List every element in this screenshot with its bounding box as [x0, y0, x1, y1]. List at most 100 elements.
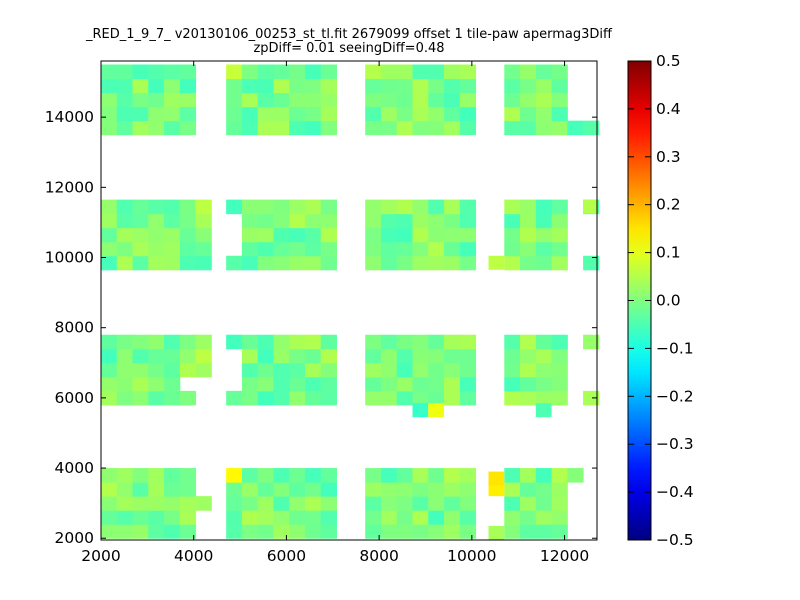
heatmap-cell: [380, 78, 398, 94]
heatmap-cell: [504, 468, 521, 483]
heatmap-cell: [132, 227, 149, 243]
heatmap-cell: [412, 92, 429, 108]
heatmap-cell: [412, 213, 429, 229]
heatmap-cell: [488, 471, 505, 486]
heatmap-cell: [148, 199, 165, 215]
heatmap-cell: [132, 496, 149, 511]
heatmap-cell: [428, 199, 445, 215]
heatmap-cell: [304, 78, 322, 94]
heatmap-cell: [444, 78, 461, 94]
heatmap-cell: [459, 120, 477, 136]
heatmap-cell: [273, 510, 290, 525]
heatmap-cell: [520, 120, 537, 136]
heatmap-cell: [116, 227, 134, 243]
heatmap-cell: [583, 120, 600, 136]
heatmap-cell: [396, 510, 414, 525]
heatmap-cell: [504, 482, 521, 497]
heatmap-cell: [396, 348, 414, 364]
heatmap-cell: [535, 92, 553, 108]
heatmap-cell: [320, 120, 337, 136]
heatmap-cell: [116, 241, 134, 257]
heatmap-cell: [428, 510, 445, 525]
heatmap-cell: [412, 255, 429, 271]
heatmap-cell: [164, 390, 181, 406]
heatmap-cell: [459, 376, 477, 392]
heatmap-cell: [116, 376, 134, 392]
heatmap-cell: [535, 120, 553, 136]
heatmap-cell: [380, 199, 398, 215]
heatmap-cell: [412, 524, 429, 539]
heatmap-cell: [520, 510, 537, 525]
heatmap-cell: [551, 92, 568, 108]
heatmap-cell: [535, 64, 553, 80]
heatmap-cell: [116, 64, 134, 80]
heatmap-cell: [101, 199, 118, 215]
heatmap-cell: [132, 362, 149, 378]
heatmap-cell: [551, 482, 568, 497]
heatmap-cell: [428, 120, 445, 136]
heatmap-cell: [380, 468, 398, 483]
heatmap-cell: [459, 241, 477, 257]
heatmap-cell: [164, 255, 181, 271]
heatmap-cell: [412, 64, 429, 80]
heatmap-cell: [148, 524, 165, 539]
heatmap-cell: [273, 348, 290, 364]
heatmap-cell: [583, 255, 600, 271]
heatmap-cell: [412, 106, 429, 122]
chart-title-line-2: zpDiff= 0.01 seeingDiff=0.48: [253, 41, 444, 56]
heatmap-cell: [520, 482, 537, 497]
heatmap-cell: [148, 390, 165, 406]
heatmap-cell: [520, 199, 537, 215]
heatmap-cell: [365, 468, 382, 483]
heatmap-cell: [365, 348, 382, 364]
heatmap-cell: [304, 496, 322, 511]
heatmap-cell: [257, 120, 274, 136]
heatmap-cell: [583, 390, 600, 406]
heatmap-cell: [396, 241, 414, 257]
heatmap-cell: [551, 241, 568, 257]
heatmap-cell: [164, 348, 181, 364]
heatmap-cell: [101, 64, 118, 80]
heatmap-cell: [320, 92, 337, 108]
heatmap-cell: [289, 376, 306, 392]
heatmap-cell: [520, 524, 537, 539]
heatmap-cell: [195, 241, 212, 257]
heatmap-cell: [289, 199, 306, 215]
heatmap-cell: [241, 334, 259, 350]
colorbar-tick-label: −0.1: [656, 339, 694, 357]
plot-frame: [100, 60, 598, 541]
heatmap-cell: [241, 64, 259, 80]
heatmap-cell: [116, 482, 134, 497]
heatmap-cell: [179, 255, 197, 271]
heatmap-cell: [520, 106, 537, 122]
heatmap-cell: [380, 213, 398, 229]
heatmap-cell: [179, 199, 197, 215]
heatmap-cell: [241, 199, 259, 215]
heatmap-cell: [101, 227, 118, 243]
heatmap-cell: [380, 482, 398, 497]
heatmap-cell: [179, 92, 197, 108]
heatmap-cell: [132, 92, 149, 108]
heatmap-cell: [116, 106, 134, 122]
heatmap-cell: [304, 376, 322, 392]
heatmap-cell: [289, 510, 306, 525]
heatmap-cell: [164, 376, 181, 392]
heatmap-cell: [132, 482, 149, 497]
heatmap-cell: [101, 496, 118, 511]
heatmap-cell: [459, 213, 477, 229]
heatmap-cell: [148, 241, 165, 257]
heatmap-cell: [504, 92, 521, 108]
heatmap-cell: [195, 334, 212, 350]
heatmap-cell: [412, 120, 429, 136]
heatmap-cell: [520, 376, 537, 392]
heatmap-cell: [551, 390, 568, 406]
heatmap-cell: [148, 106, 165, 122]
colorbar-tick-label: −0.5: [656, 531, 694, 549]
heatmap-cell: [444, 241, 461, 257]
heatmap-cell: [551, 348, 568, 364]
heatmap-cell: [179, 496, 197, 511]
heatmap-cell: [320, 482, 337, 497]
colorbar-tick-label: 0.5: [656, 52, 681, 70]
heatmap-cell: [504, 376, 521, 392]
heatmap-cell: [412, 227, 429, 243]
